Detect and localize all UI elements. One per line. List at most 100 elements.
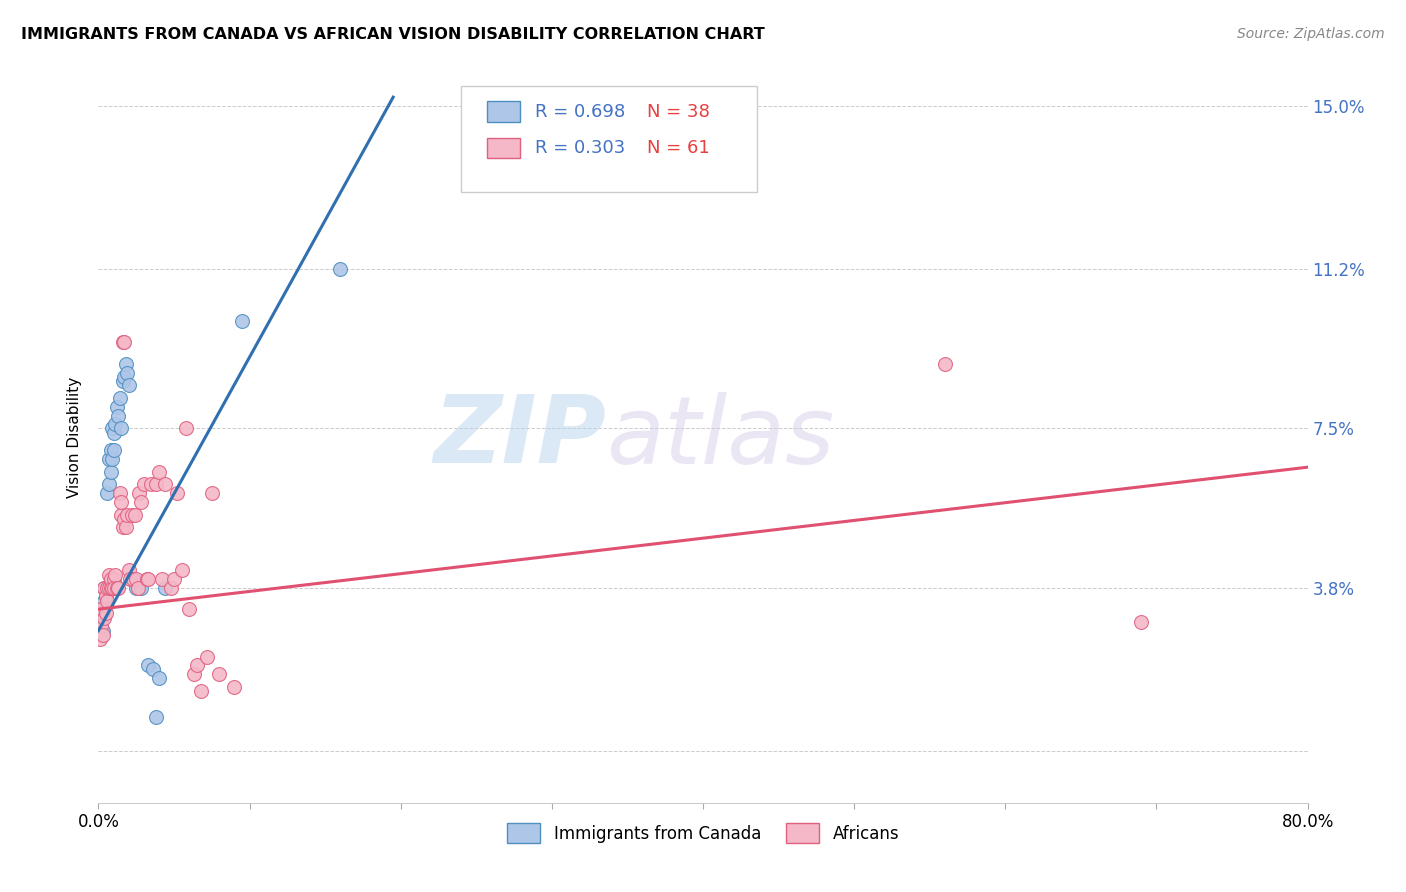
Point — [127, 581, 149, 595]
Point — [112, 369, 135, 384]
Point — [89, 632, 111, 647]
Point — [125, 581, 148, 595]
Point — [103, 442, 125, 457]
Point — [107, 409, 129, 423]
Point — [104, 417, 127, 432]
Point — [150, 572, 173, 586]
Point — [94, 598, 117, 612]
Point — [105, 400, 128, 414]
Point — [103, 425, 125, 440]
Point — [98, 567, 121, 582]
Point — [110, 508, 132, 522]
Point — [934, 357, 956, 371]
Point — [98, 581, 121, 595]
Point — [91, 602, 114, 616]
Point — [208, 666, 231, 681]
Point — [183, 666, 205, 681]
Point — [129, 494, 152, 508]
Point — [104, 567, 127, 582]
Point — [170, 564, 193, 578]
Point — [224, 680, 246, 694]
FancyBboxPatch shape — [486, 138, 520, 159]
Point — [100, 465, 122, 479]
Point — [153, 581, 176, 595]
Point — [135, 572, 157, 586]
FancyBboxPatch shape — [486, 102, 520, 122]
Point — [201, 486, 224, 500]
Point — [114, 520, 136, 534]
Text: R = 0.698: R = 0.698 — [534, 103, 626, 120]
Point — [101, 581, 124, 595]
Point — [122, 572, 145, 586]
Point — [108, 486, 131, 500]
Point — [120, 572, 142, 586]
Point — [93, 581, 115, 595]
Legend: Immigrants from Canada, Africans: Immigrants from Canada, Africans — [501, 817, 905, 849]
Point — [93, 611, 115, 625]
Point — [129, 581, 152, 595]
Point — [108, 392, 131, 406]
Point — [128, 486, 150, 500]
Point — [118, 378, 141, 392]
Point — [96, 593, 118, 607]
Point — [160, 581, 183, 595]
Point — [90, 615, 112, 629]
Point — [118, 564, 141, 578]
Point — [100, 581, 122, 595]
Point — [166, 486, 188, 500]
Point — [132, 477, 155, 491]
Point — [90, 602, 112, 616]
Point — [111, 335, 134, 350]
Point — [136, 572, 159, 586]
Text: ZIP: ZIP — [433, 391, 606, 483]
Point — [105, 581, 128, 595]
Point — [110, 494, 132, 508]
Point — [121, 572, 143, 586]
Point — [103, 581, 125, 595]
Point — [94, 589, 117, 603]
Point — [90, 619, 112, 633]
Point — [96, 486, 118, 500]
Point — [93, 581, 115, 595]
Text: N = 38: N = 38 — [647, 103, 710, 120]
Point — [179, 602, 201, 616]
Point — [112, 335, 135, 350]
Point — [94, 589, 117, 603]
Point — [96, 581, 118, 595]
Text: N = 61: N = 61 — [647, 139, 710, 157]
Point — [115, 508, 138, 522]
Point — [124, 508, 146, 522]
Point — [100, 442, 122, 457]
Point — [93, 593, 115, 607]
Point — [136, 658, 159, 673]
Point — [125, 572, 148, 586]
Text: IMMIGRANTS FROM CANADA VS AFRICAN VISION DISABILITY CORRELATION CHART: IMMIGRANTS FROM CANADA VS AFRICAN VISION… — [21, 27, 765, 42]
Point — [100, 572, 122, 586]
Point — [107, 581, 129, 595]
Point — [145, 710, 167, 724]
Point — [98, 477, 121, 491]
Point — [153, 477, 176, 491]
Point — [111, 374, 134, 388]
Point — [148, 465, 170, 479]
Text: Source: ZipAtlas.com: Source: ZipAtlas.com — [1237, 27, 1385, 41]
Point — [1130, 615, 1153, 629]
Point — [89, 607, 111, 621]
Point — [142, 662, 165, 676]
FancyBboxPatch shape — [461, 86, 758, 192]
Point — [111, 520, 134, 534]
Point — [329, 262, 352, 277]
Point — [114, 357, 136, 371]
Point — [112, 512, 135, 526]
Point — [91, 628, 114, 642]
Point — [174, 421, 197, 435]
Point — [121, 508, 143, 522]
Point — [98, 451, 121, 466]
Point — [190, 684, 212, 698]
Point — [110, 421, 132, 435]
Point — [163, 572, 186, 586]
Point — [115, 366, 138, 380]
Point — [91, 624, 114, 638]
Point — [145, 477, 167, 491]
Point — [148, 671, 170, 685]
